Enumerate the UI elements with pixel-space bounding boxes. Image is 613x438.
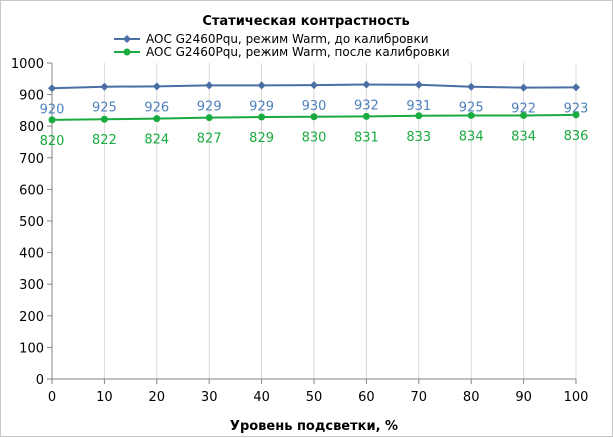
x-tick-label-50: 50 — [306, 390, 323, 405]
series-1-label-90: 834 — [511, 129, 536, 144]
y-tick-label-500: 500 — [19, 215, 44, 230]
series-0-point-20 — [152, 82, 161, 91]
series-0-point-10 — [100, 82, 109, 91]
series-0-point-90 — [519, 83, 528, 92]
y-tick-label-700: 700 — [19, 152, 44, 167]
x-tick-label-70: 70 — [411, 390, 428, 405]
series-1-point-100 — [572, 111, 580, 119]
x-tick-label-90: 90 — [515, 390, 532, 405]
x-tick-label-0: 0 — [48, 390, 56, 405]
legend-label-before: AOC G2460Pqu, режим Warm, до калибровки — [146, 32, 429, 46]
y-tick-label-200: 200 — [19, 310, 44, 325]
series-1-point-50 — [310, 113, 318, 121]
series-0-point-70 — [414, 80, 423, 89]
legend-marker-before — [123, 35, 131, 43]
series-1-label-30: 827 — [197, 132, 222, 147]
legend-marker-after — [123, 48, 131, 56]
x-tick-label-60: 60 — [358, 390, 375, 405]
series-1-point-70 — [415, 112, 423, 120]
series-0-point-0 — [48, 84, 56, 93]
series-0-point-40 — [257, 81, 266, 90]
series-1-label-0: 820 — [40, 134, 65, 149]
series-0-label-10: 925 — [92, 101, 117, 116]
series-0-label-70: 931 — [406, 99, 431, 114]
series-0-label-40: 929 — [249, 99, 274, 114]
x-tick-label-100: 100 — [564, 390, 589, 405]
y-tick-label-800: 800 — [19, 120, 44, 135]
series-1-label-100: 836 — [564, 129, 589, 144]
chart-title: Статическая контрастность — [202, 14, 409, 29]
x-tick-label-30: 30 — [201, 390, 218, 405]
series-1-point-60 — [362, 112, 370, 120]
x-tick-label-10: 10 — [96, 390, 113, 405]
plot-area: 0 100 200 300 400 500 600 700 800 900 1000 0 10 20 30 4… — [11, 57, 589, 405]
series-1-label-80: 834 — [459, 129, 484, 144]
x-tick-label-40: 40 — [253, 390, 270, 405]
series-1-point-20 — [153, 115, 161, 123]
x-tick-label-20: 20 — [149, 390, 166, 405]
series-0-point-60 — [362, 80, 371, 89]
y-tick-label-600: 600 — [19, 183, 44, 198]
series-1-label-10: 822 — [92, 133, 117, 148]
x-axis-title: Уровень подсветки, % — [230, 419, 398, 434]
series-1-label-40: 829 — [249, 131, 274, 146]
y-tick-label-100: 100 — [19, 341, 44, 356]
series-1-point-80 — [467, 111, 475, 119]
series-0-point-30 — [205, 81, 214, 90]
legend-label-after: AOC G2460Pqu, режим Warm, после калибров… — [146, 45, 450, 59]
series-1-label-70: 833 — [406, 130, 431, 145]
series-1-point-90 — [520, 111, 528, 119]
series-0-label-90: 922 — [511, 102, 536, 117]
y-tick-label-400: 400 — [19, 247, 44, 262]
series-0-label-50: 930 — [302, 99, 327, 114]
series-0-label-100: 923 — [564, 101, 589, 116]
series-0-label-80: 925 — [459, 101, 484, 116]
series-0-point-80 — [467, 82, 476, 91]
series-1-label-60: 831 — [354, 130, 379, 145]
series-1-label-50: 830 — [302, 131, 327, 146]
legend-item-after: AOC G2460Pqu, режим Warm, после калибров… — [114, 45, 450, 59]
y-tick-label-300: 300 — [19, 278, 44, 293]
legend: AOC G2460Pqu, режим Warm, до калибровки … — [114, 32, 450, 59]
series-1-label-20: 824 — [144, 133, 169, 148]
y-tick-label-0: 0 — [36, 373, 44, 388]
series-0-point-100 — [572, 83, 580, 92]
y-tick-label-900: 900 — [19, 89, 44, 104]
y-tick-label-1000: 1000 — [11, 57, 44, 72]
x-tick-label-80: 80 — [463, 390, 480, 405]
series-1-point-30 — [205, 114, 213, 122]
series-1-point-10 — [100, 115, 108, 123]
legend-item-before: AOC G2460Pqu, режим Warm, до калибровки — [114, 32, 429, 46]
series-0-label-20: 926 — [144, 100, 169, 115]
series-0-label-0: 920 — [40, 102, 65, 117]
series-0-point-50 — [310, 81, 318, 90]
series-0-label-60: 932 — [354, 98, 379, 113]
series-1-point-40 — [258, 113, 266, 121]
series-0-label-30: 929 — [197, 99, 222, 114]
series-1-point-0 — [48, 116, 56, 124]
